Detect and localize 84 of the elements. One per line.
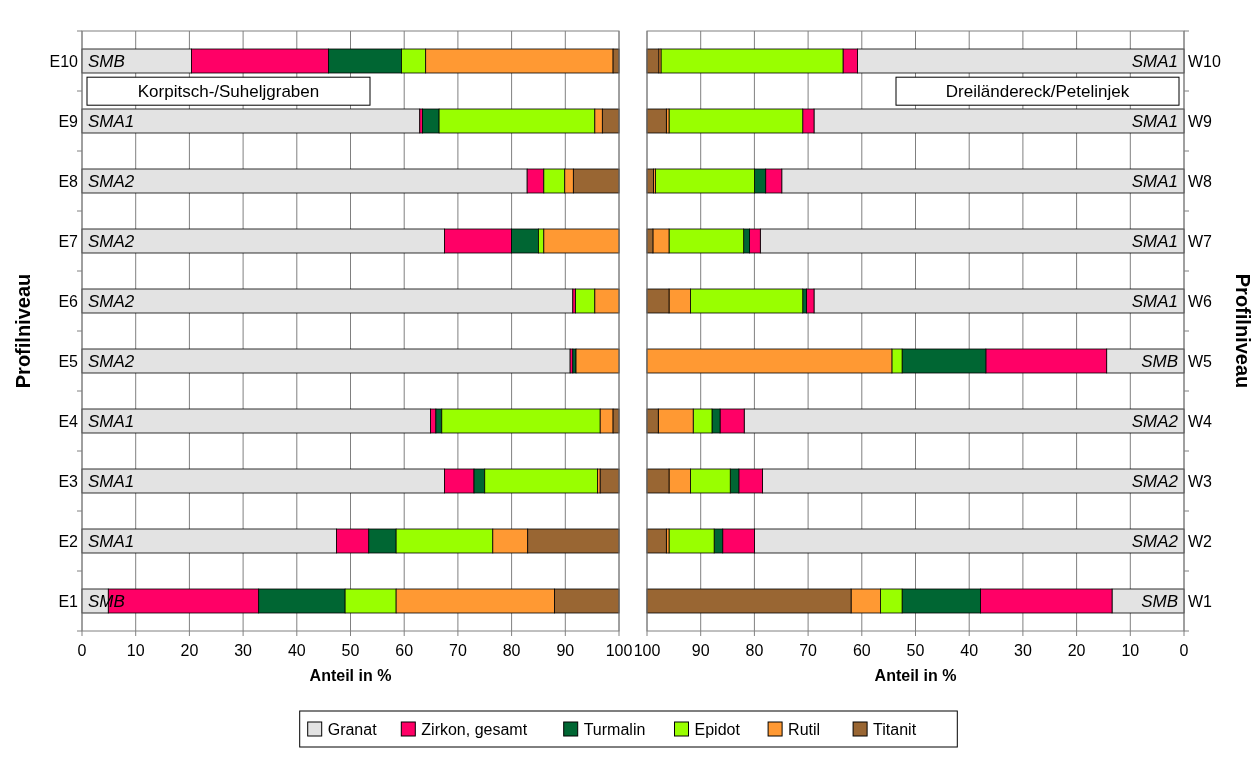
- y-tick-label: E6: [58, 292, 79, 310]
- annotation: SMA1: [1131, 111, 1178, 131]
- x-tick-label: 70: [449, 642, 467, 659]
- annotation: Dreiländereck/Petelinjek: [945, 82, 1130, 102]
- x-tick-label: 20: [1067, 642, 1086, 659]
- x-tick-label: 80: [745, 642, 764, 659]
- y-tick-label: E5: [58, 352, 79, 370]
- x-tick-label: 50: [341, 642, 360, 659]
- annotation: SMA1: [88, 111, 135, 131]
- bar: [646, 48, 660, 74]
- annotation: SMA2: [88, 351, 135, 371]
- x-tick-label: 90: [556, 642, 575, 659]
- y-tick-label: E8: [58, 172, 79, 190]
- y-tick-label: W2: [1188, 532, 1213, 550]
- x-tick-label: 30: [1014, 642, 1032, 659]
- x-tick-label: 60: [852, 642, 871, 659]
- bar: [646, 528, 667, 554]
- annotation: SMA1: [1131, 291, 1178, 311]
- annotation: SMA1: [88, 471, 135, 491]
- bar: [575, 348, 620, 374]
- y-tick-label: W4: [1188, 412, 1213, 430]
- legend-label: Turmalin: [583, 720, 646, 738]
- x-tick-label: 0: [77, 642, 87, 659]
- y-tick-label: W6: [1188, 292, 1213, 310]
- y-tick-label: W5: [1188, 352, 1213, 370]
- annotation: SMB: [88, 51, 125, 71]
- annotation: SMA1: [1131, 171, 1178, 191]
- annotation: SMA2: [1131, 411, 1179, 431]
- y-tick-label: E10: [49, 52, 79, 70]
- text-box: Dreiländereck/Petelinjek: [895, 76, 1180, 106]
- x-tick-label: 40: [287, 642, 306, 659]
- annotation: SMA2: [1131, 531, 1179, 551]
- x-axis-title: Anteil in %: [309, 667, 392, 684]
- annotation: SMA1: [1131, 231, 1178, 251]
- y-tick-label: E4: [58, 412, 79, 430]
- x-tick-label: 30: [234, 642, 253, 659]
- legend-label: Titanit: [873, 720, 917, 738]
- y-tick-label: W9: [1188, 112, 1213, 130]
- x-tick-label: 40: [960, 642, 979, 659]
- x-tick-label: 80: [502, 642, 521, 659]
- y-tick-label: W7: [1188, 232, 1213, 250]
- y-tick-label: W1: [1188, 592, 1213, 610]
- y-tick-label: E3: [58, 472, 79, 490]
- annotation: SMA1: [88, 531, 135, 551]
- bar: [646, 108, 667, 134]
- x-tick-label: 100: [633, 642, 661, 659]
- y-tick-label: E7: [58, 232, 79, 250]
- x-tick-label: 100: [605, 642, 633, 659]
- x-tick-label: 10: [126, 642, 145, 659]
- legend-label: Rutil: [788, 720, 821, 738]
- annotation: Korpitsch-/Suheljgraben: [137, 82, 320, 102]
- bar: [81, 108, 421, 134]
- annotation: SMA2: [88, 291, 135, 311]
- y-tick-label: W3: [1188, 472, 1213, 490]
- legend-label: Granat: [327, 720, 378, 738]
- x-tick-label: 10: [1121, 642, 1140, 659]
- annotation: SMA2: [1131, 471, 1179, 491]
- bar: [81, 348, 571, 374]
- y-tick-label: E2: [58, 532, 79, 550]
- x-tick-label: 20: [180, 642, 199, 659]
- annotation: SMA1: [1131, 51, 1178, 71]
- y-tick-label: E9: [58, 112, 79, 130]
- annotation: SMB: [1141, 591, 1178, 611]
- x-tick-label: 50: [906, 642, 925, 659]
- x-tick-label: 60: [395, 642, 414, 659]
- x-tick-label: 70: [799, 642, 818, 659]
- y-axis-title: Profilniveau: [1232, 273, 1253, 389]
- y-tick-label: W10: [1188, 52, 1221, 70]
- x-tick-label: 0: [1179, 642, 1189, 659]
- text-box: Korpitsch-/Suheljgraben: [86, 76, 371, 106]
- bar: [81, 408, 431, 434]
- annotation: SMB: [1141, 351, 1178, 371]
- annotation: SMA2: [88, 231, 135, 251]
- y-tick-label: W8: [1188, 172, 1213, 190]
- x-axis-title: Anteil in %: [874, 667, 957, 684]
- y-tick-label: E1: [58, 592, 79, 610]
- x-tick-label: 90: [691, 642, 710, 659]
- bar: [599, 468, 620, 494]
- y-axis-title: Profilniveau: [12, 273, 34, 389]
- annotation: SMA2: [88, 171, 135, 191]
- legend-label: Epidot: [694, 720, 741, 738]
- bar: [81, 288, 574, 314]
- annotation: SMA1: [88, 411, 135, 431]
- legend-label: Zirkon, gesamt: [421, 720, 528, 738]
